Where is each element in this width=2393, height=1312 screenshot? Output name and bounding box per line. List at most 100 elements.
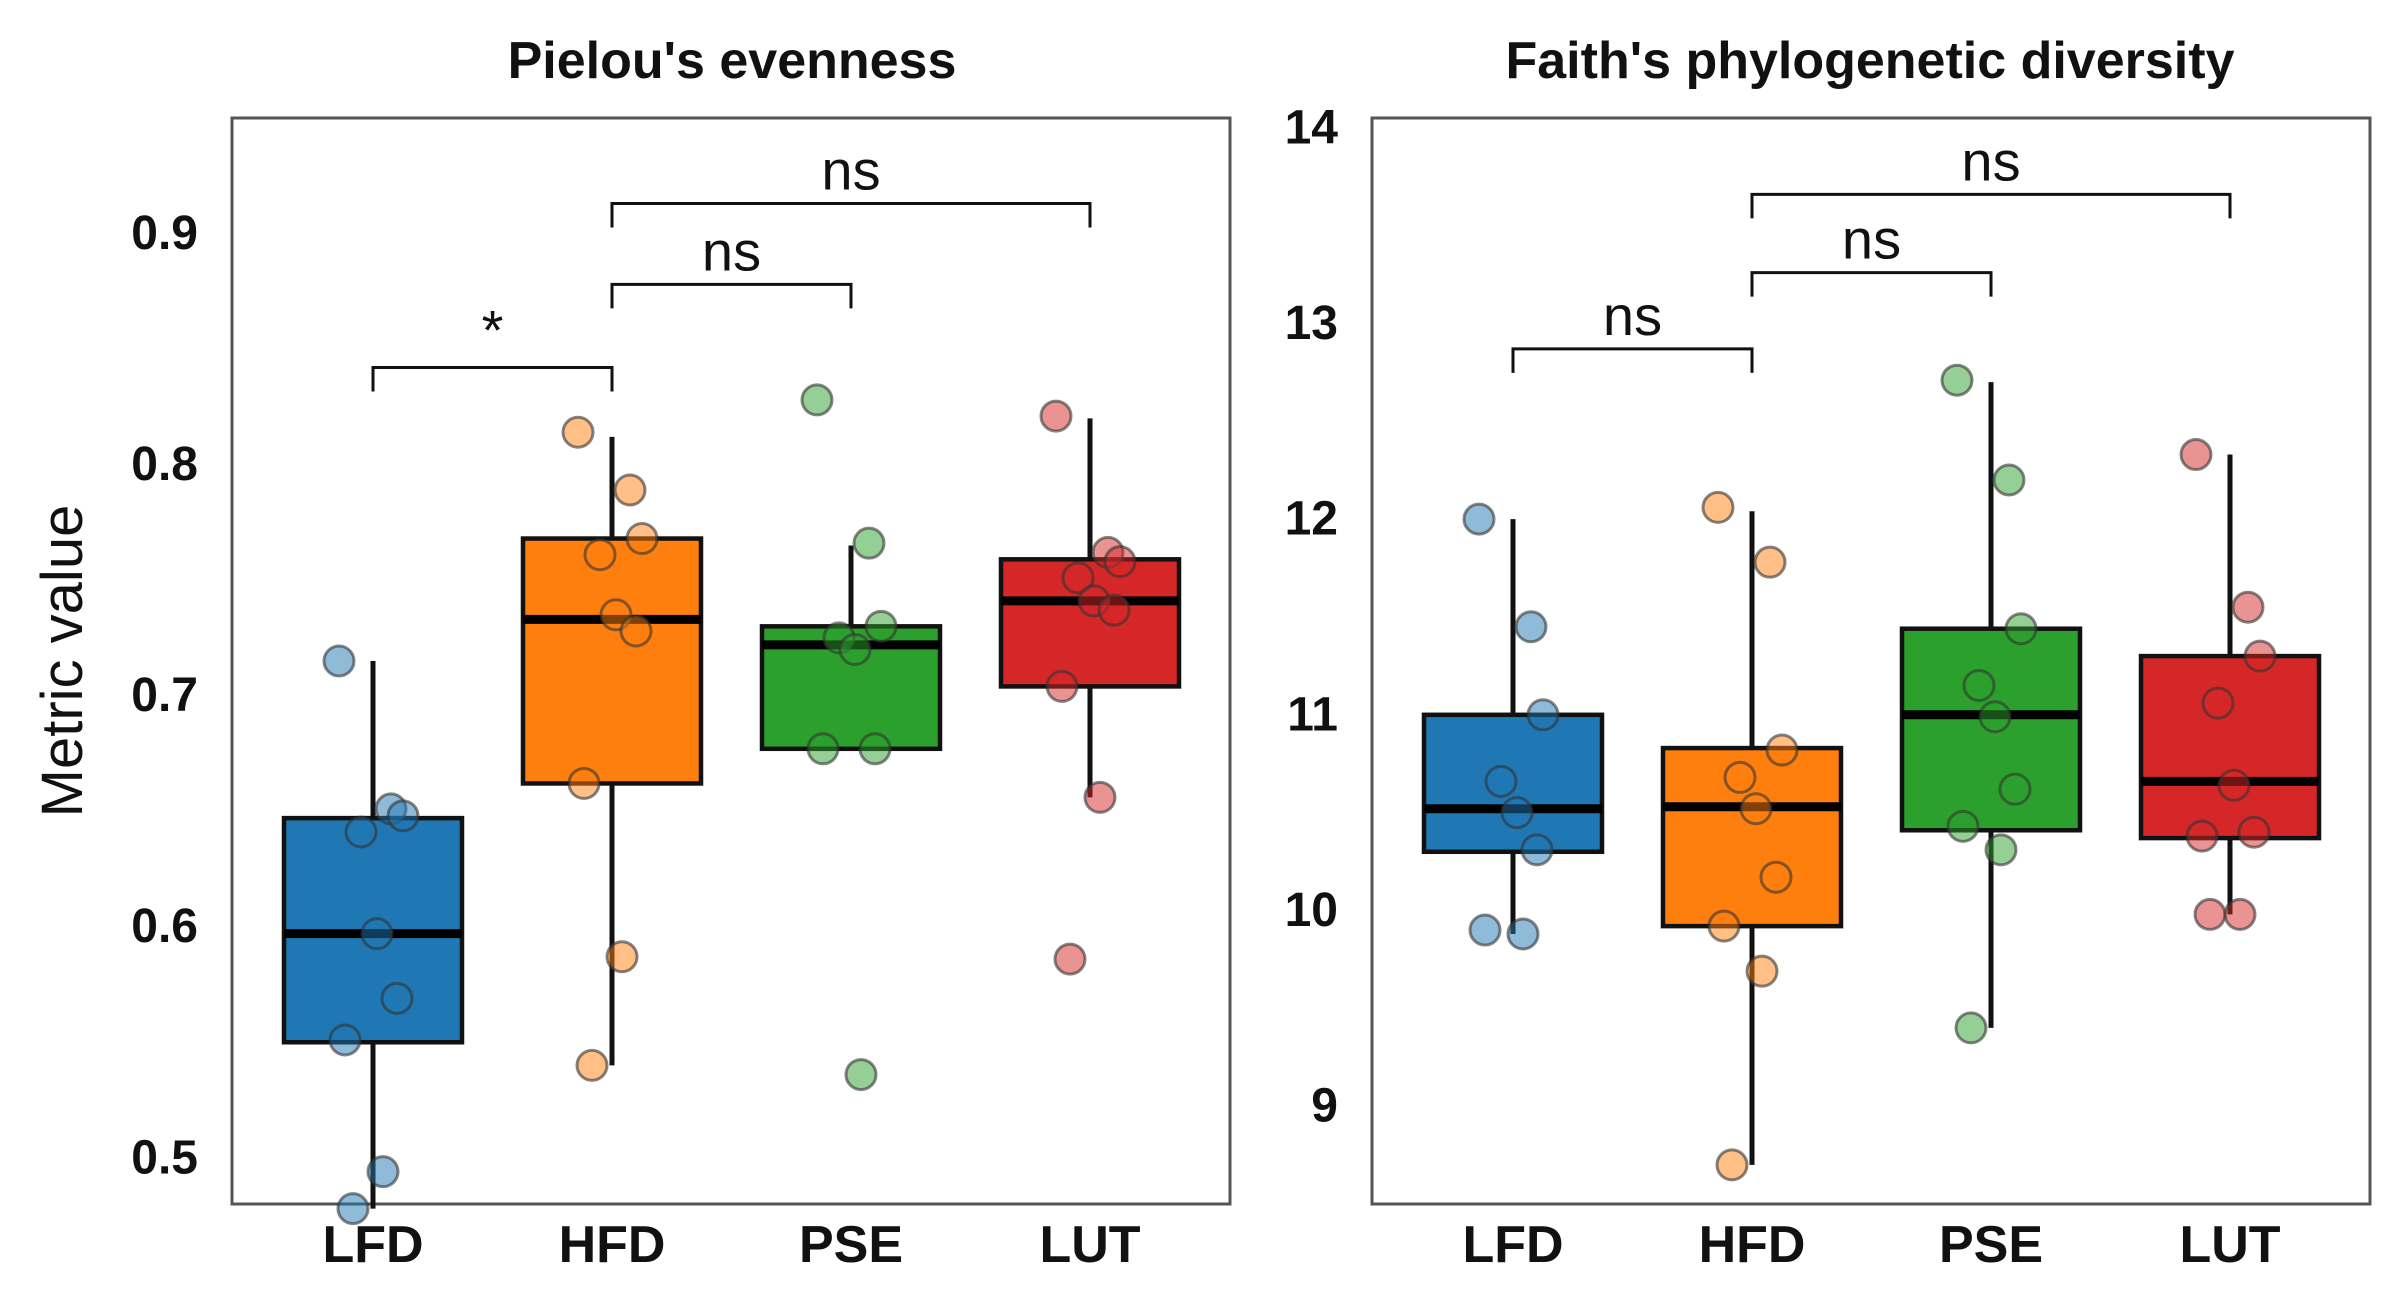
box [998, 557, 1182, 689]
y-tick-label: 13 [1285, 297, 1338, 350]
data-point [1962, 668, 1996, 702]
data-point [1753, 545, 1787, 579]
panel-faith: Faith's phylogenetic diversity 9 10 11 1… [1285, 32, 2372, 1274]
data-point [1946, 809, 1980, 843]
x-tick-label: LFD [322, 1216, 423, 1274]
data-point [1984, 833, 2018, 867]
data-point [2185, 819, 2219, 853]
data-point [567, 766, 601, 800]
data-point [2004, 612, 2038, 646]
data-point [625, 522, 659, 556]
data-point [1520, 833, 1554, 867]
chart-title: Pielou's evenness [508, 32, 957, 90]
data-point [1759, 860, 1793, 894]
significance-bracket [1750, 271, 1993, 297]
data-point [1739, 792, 1773, 826]
data-point [1526, 698, 1560, 732]
data-point [2201, 686, 2235, 720]
data-point [1707, 909, 1741, 943]
data-point [344, 815, 378, 849]
data-point [380, 981, 414, 1015]
data-point [1998, 772, 2032, 806]
data-point [1514, 610, 1548, 644]
data-point [2179, 438, 2213, 472]
y-tick-label: 0.7 [131, 669, 198, 722]
significance-label: ns [821, 138, 880, 201]
significance-bracket [1511, 347, 1754, 373]
points [322, 383, 1137, 1226]
data-point [844, 1058, 878, 1092]
significance-bracket [371, 366, 614, 392]
data-point [386, 799, 420, 833]
data-point [328, 1023, 362, 1057]
data-point [1462, 502, 1496, 536]
y-tick-label: 12 [1285, 493, 1338, 546]
y-axis-label: Metric value [30, 505, 95, 818]
significance-bracket [610, 282, 853, 309]
data-point [561, 415, 595, 449]
points [1462, 363, 2277, 1182]
data-point [360, 917, 394, 951]
data-point [583, 538, 617, 572]
data-point [2231, 590, 2265, 624]
data-point [575, 1048, 609, 1082]
y-tick-label: 0.6 [131, 900, 198, 953]
plot-frame [230, 116, 1232, 1206]
data-point [1484, 764, 1518, 798]
data-point [864, 609, 898, 643]
boxes [281, 418, 1182, 1209]
x-tick-label: HFD [1699, 1216, 1806, 1274]
data-point [806, 732, 840, 766]
data-point [1097, 593, 1131, 627]
x-tick-label: PSE [1939, 1216, 2043, 1274]
x-tick-label: LUT [2179, 1216, 2280, 1274]
panel-pielou: Pielou's evenness Metric value 0.5 0.6 0… [30, 32, 1232, 1274]
x-ticks: LFD HFD PSE LUT [322, 1216, 1140, 1274]
data-point [1045, 669, 1079, 703]
plot-frame [1370, 116, 2372, 1206]
significance-label: ns [1961, 129, 2020, 192]
box [520, 536, 704, 786]
y-tick-label: 0.5 [131, 1131, 198, 1184]
y-tick-label: 10 [1285, 884, 1338, 937]
data-point [1992, 463, 2026, 497]
data-point [852, 526, 886, 560]
data-point [322, 644, 356, 678]
box [2138, 653, 2322, 841]
data-point [1083, 780, 1117, 814]
y-tick-label: 14 [1285, 101, 1339, 154]
chart-title: Faith's phylogenetic diversity [1506, 32, 2235, 90]
significance-brackets: * ns ns [371, 138, 1092, 392]
y-tick-label: 9 [1311, 1080, 1338, 1133]
significance-bracket [610, 201, 1092, 228]
x-tick-label: LUT [1039, 1216, 1140, 1274]
data-point [1039, 399, 1073, 433]
data-point [2243, 639, 2277, 673]
y-tick-label: 0.9 [131, 207, 198, 260]
data-point [2223, 897, 2257, 931]
data-point [1061, 561, 1095, 595]
significance-label: ns [702, 219, 761, 282]
x-tick-label: LFD [1462, 1216, 1563, 1274]
significance-brackets: ns ns ns [1511, 129, 2232, 373]
data-point [619, 614, 653, 648]
data-point [1745, 954, 1779, 988]
data-point [613, 473, 647, 507]
data-point [1765, 733, 1799, 767]
data-point [1723, 760, 1757, 794]
data-point [838, 632, 872, 666]
data-point [1103, 545, 1137, 579]
data-point [1715, 1148, 1749, 1182]
significance-label: ns [1842, 208, 1901, 271]
data-point [1978, 700, 2012, 734]
data-point [2237, 815, 2271, 849]
significance-label: * [482, 299, 504, 362]
data-point [1954, 1011, 1988, 1045]
data-point [2193, 897, 2227, 931]
data-point [1500, 796, 1534, 830]
y-tick-label: 0.8 [131, 438, 198, 491]
data-point [800, 383, 834, 417]
data-point [1506, 917, 1540, 951]
y-tick-label: 11 [1287, 688, 1338, 741]
